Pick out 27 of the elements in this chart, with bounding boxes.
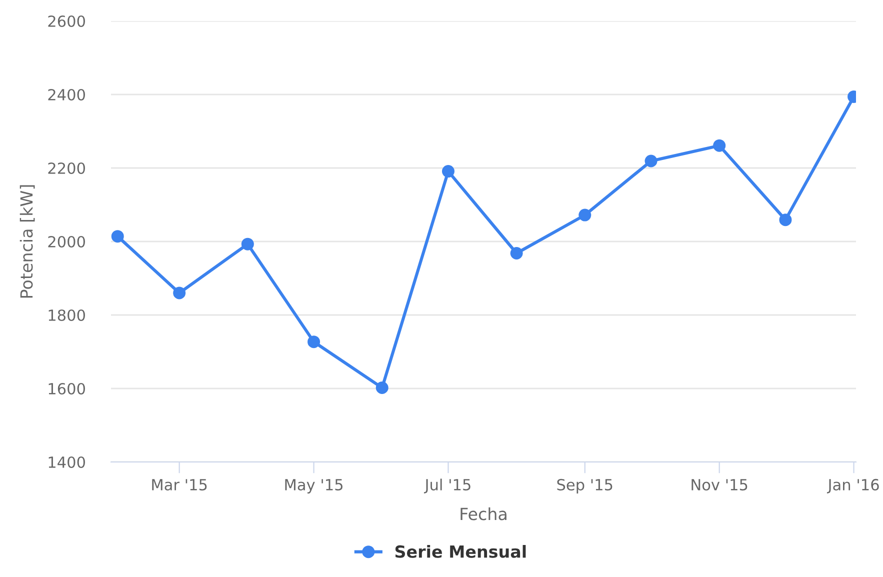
x-axis-title: Fecha (460, 507, 506, 520)
point (779, 214, 792, 226)
y-tick-label: 2200 (48, 162, 85, 174)
x-tick-label: May '15 (285, 479, 342, 494)
point (510, 247, 523, 260)
point (173, 286, 186, 300)
y-tick-label: 1400 (48, 456, 85, 468)
x-tick-label: Jul '15 (424, 478, 470, 494)
x-tick-label: Mar '15 (152, 479, 207, 490)
point (578, 208, 592, 222)
legend-label: Serie Mensual (395, 545, 526, 558)
point (713, 139, 726, 152)
y-axis-title: Potencia [kW] (20, 185, 35, 298)
y-tick-label: 1800 (48, 309, 85, 322)
point (376, 382, 388, 394)
point (644, 154, 658, 168)
x-tick-label: Jan '16 (826, 478, 879, 494)
y-tick-label: 2000 (48, 236, 85, 248)
point (111, 230, 124, 243)
x-tick-label: Sep '15 (557, 478, 612, 494)
point (241, 238, 254, 250)
y-tick-label: 2600 (48, 15, 85, 28)
x-tick-label: Nov '15 (692, 479, 748, 490)
point (442, 165, 454, 178)
point (308, 336, 320, 348)
y-tick-label: 2400 (48, 88, 85, 101)
y-tick-label: 1600 (48, 382, 85, 395)
